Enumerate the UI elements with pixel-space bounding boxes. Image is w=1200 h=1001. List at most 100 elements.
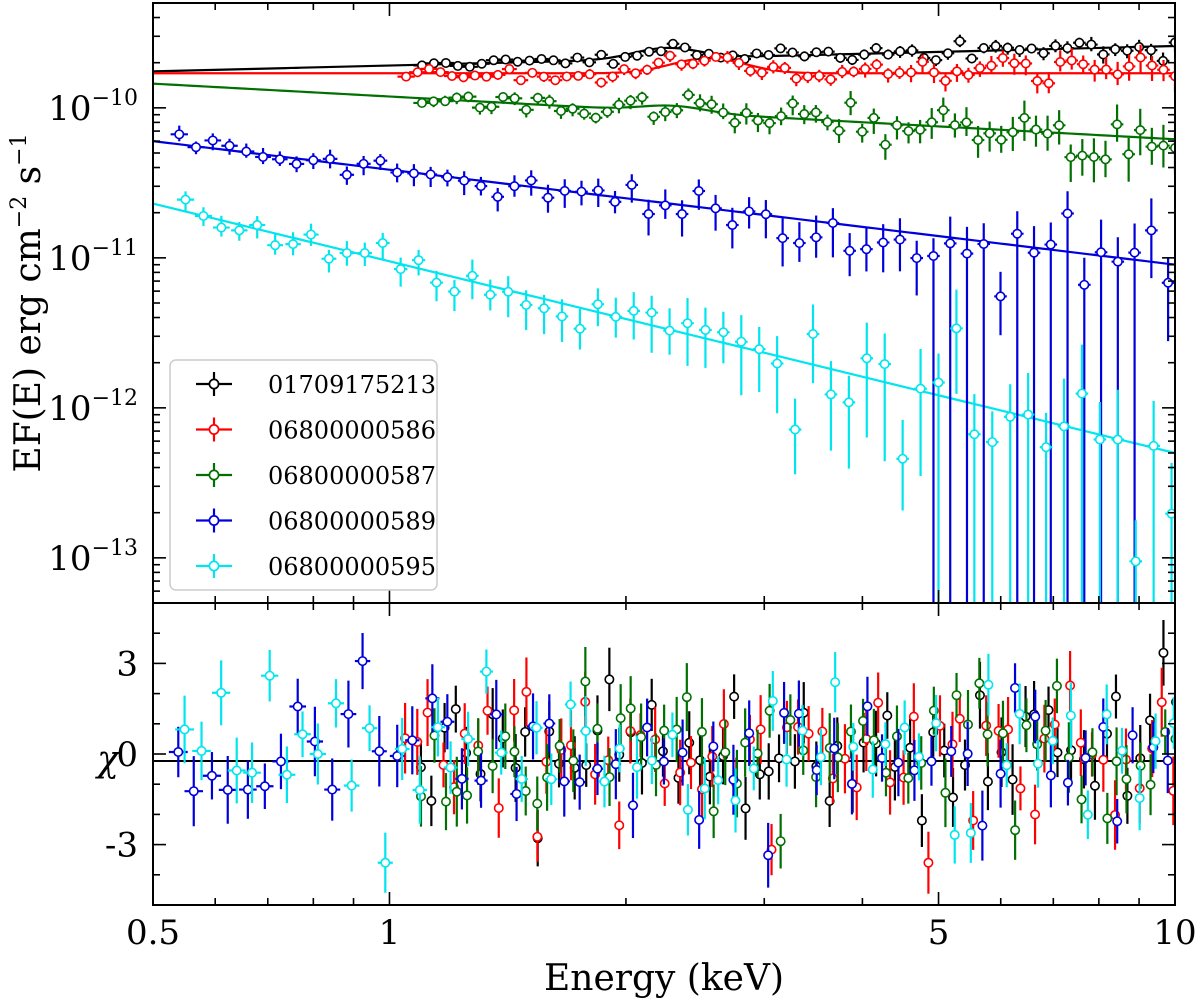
residual-06800000587	[903, 752, 914, 804]
y-axis-label-main: EF(E) erg cm	[8, 228, 49, 472]
point-06800000595	[321, 249, 337, 273]
residual-06800000589	[1162, 728, 1173, 794]
point-01709175213	[678, 42, 692, 53]
residual-06800000589	[846, 753, 857, 815]
point-06800000589	[910, 240, 923, 296]
point-06800000589	[204, 133, 222, 151]
residual-06800000589	[995, 739, 1006, 808]
point-06800000587	[1076, 139, 1089, 176]
point-06800000595	[1165, 462, 1175, 603]
residual-06800000595	[1101, 684, 1112, 745]
point-06800000589	[187, 141, 205, 155]
residual-06800000595	[461, 711, 475, 767]
residual-06800000589	[558, 746, 571, 817]
point-01709175213	[618, 51, 632, 62]
residual-panel	[153, 620, 1175, 894]
residual-06800000587	[462, 767, 473, 824]
residual-06800000587	[625, 676, 636, 741]
point-06800000586	[548, 75, 563, 86]
residual-06800000595	[899, 700, 910, 755]
point-06800000587	[530, 92, 546, 104]
residual-06800000587	[832, 722, 843, 793]
point-06800000589	[322, 149, 338, 169]
point-06800000595	[501, 276, 515, 318]
point-06800000586	[478, 71, 495, 82]
point-06800000587	[960, 107, 973, 137]
point-01709175213	[461, 61, 478, 72]
point-01709175213	[977, 43, 991, 54]
point-01709175213	[1108, 43, 1122, 57]
point-06800000595	[411, 249, 426, 276]
point-06800000586	[686, 58, 700, 70]
point-06800000589	[742, 197, 756, 229]
point-06800000586	[870, 58, 883, 72]
point-06800000589	[1145, 198, 1158, 279]
residual-06800000595	[361, 705, 378, 752]
residual-06800000595	[867, 741, 878, 798]
residual-06800000589	[440, 694, 455, 750]
residual-01709175213	[520, 707, 531, 757]
residual-06800000587	[671, 696, 682, 763]
point-06800000586	[927, 63, 941, 84]
residual-06800000589	[1127, 707, 1138, 764]
residual-06800000589	[289, 678, 307, 735]
point-01709175213	[594, 49, 608, 60]
residual-06800000586	[947, 711, 958, 777]
point-06800000595	[968, 394, 981, 603]
point-06800000595	[1021, 372, 1035, 603]
residual-06800000595	[1033, 739, 1044, 788]
point-06800000595	[609, 297, 623, 338]
residual-06800000589	[1080, 730, 1091, 786]
point-06800000586	[501, 64, 517, 75]
residual-01709175213	[916, 794, 927, 847]
point-06800000595	[176, 191, 195, 213]
point-06800000587	[890, 116, 904, 140]
residual-01709175213	[948, 768, 959, 827]
point-06800000595	[303, 223, 319, 246]
point-01709175213	[857, 49, 871, 61]
point-06800000586	[629, 68, 642, 80]
y-axis-label: EF(E) erg cm−2 s−1	[7, 133, 49, 472]
residual-01709175213	[426, 775, 437, 827]
point-06800000595	[842, 375, 856, 469]
point-06800000595	[1003, 384, 1017, 603]
point-06800000589	[860, 226, 873, 272]
point-06800000587	[983, 121, 996, 152]
point-06800000589	[288, 156, 305, 173]
point-06800000595	[788, 398, 802, 475]
point-06800000595	[752, 326, 766, 392]
residual-06800000595	[227, 737, 246, 804]
point-01709175213	[1037, 47, 1050, 61]
residual-06800000595	[175, 695, 195, 764]
point-06800000595	[213, 215, 230, 237]
model-line-06800000586	[153, 57, 1175, 75]
point-06800000586	[1019, 55, 1033, 76]
residual-06800000595	[699, 757, 710, 820]
residual-06800000595	[1001, 743, 1012, 788]
legend-entry-06800000589: 06800000589	[196, 508, 436, 536]
point-06800000589	[255, 148, 271, 165]
residual-06800000595	[515, 756, 528, 802]
point-06800000587	[1133, 108, 1147, 156]
point-01709175213	[1061, 41, 1074, 54]
point-06800000595	[285, 232, 301, 256]
residual-06800000587	[740, 708, 751, 777]
point-06800000586	[881, 68, 895, 83]
residual-06800000589	[340, 680, 357, 748]
point-06800000587	[774, 107, 788, 126]
point-06800000587	[1145, 127, 1159, 165]
residual-06800000595	[599, 755, 610, 808]
point-06800000586	[1076, 55, 1090, 74]
legend-label: 06800000595	[268, 553, 436, 581]
point-06800000586	[559, 71, 574, 82]
residual-06800000587	[1021, 698, 1032, 753]
residual-06800000587	[940, 758, 951, 828]
point-06800000587	[624, 94, 637, 110]
point-06800000586	[490, 69, 506, 80]
residual-06800000589	[708, 721, 719, 772]
point-06800000586	[893, 66, 906, 79]
point-01709175213	[965, 53, 979, 64]
point-06800000587	[786, 95, 799, 116]
point-01709175213	[1168, 33, 1175, 52]
residual-06800000587	[1010, 800, 1021, 860]
